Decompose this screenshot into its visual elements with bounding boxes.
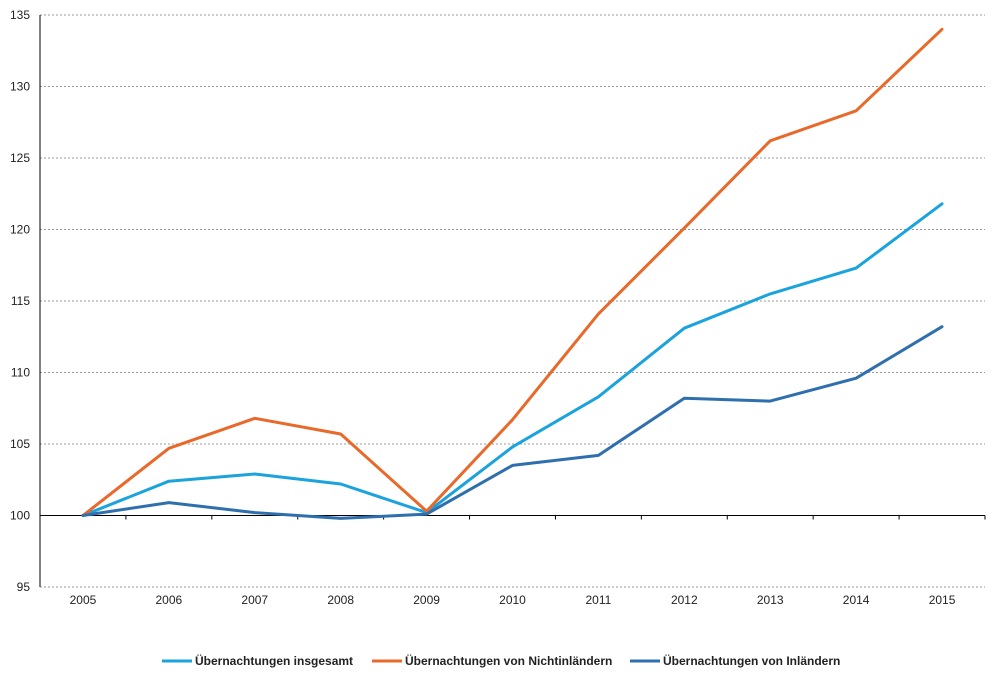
x-tick-label: 2005 [70,593,97,607]
legend: Übernachtungen insgesamt Übernachtungen v… [162,653,840,668]
x-tick-label: 2010 [499,593,526,607]
x-tick-label: 2013 [757,593,784,607]
x-tick-label: 2008 [327,593,354,607]
y-axis-ticks: 95 100 105 110 115 120 125 130 135 [10,8,30,594]
y-tick-label: 130 [10,80,30,94]
series-lines [81,27,944,520]
y-tick-label: 110 [11,366,30,380]
x-tick-label: 2007 [241,593,268,607]
series-line-2 [81,27,944,517]
x-axis-ticks: 2005 2006 2007 2008 2009 2010 2011 2012 2013 2014… [70,593,956,607]
y-tick-label: 105 [10,437,30,451]
series-line-3 [81,325,944,520]
axes [39,15,986,587]
series-line-1 [81,202,944,517]
legend-label-3: Übernachtungen von Inländern [663,653,840,668]
x-tick-label: 2012 [671,593,698,607]
legend-label-2: Übernachtungen von Nichtinländern [405,653,612,668]
gridlines [40,14,985,588]
x-tick-label: 2015 [929,593,956,607]
y-tick-label: 125 [10,151,30,165]
x-tick-label: 2014 [843,593,870,607]
y-tick-label: 115 [11,294,30,308]
x-tick-label: 2011 [586,593,612,607]
y-tick-label: 95 [17,580,31,594]
y-tick-label: 100 [10,509,30,523]
y-tick-label: 135 [10,8,30,22]
y-tick-label: 120 [10,223,30,237]
legend-label-1: Übernachtungen insgesamt [195,653,353,668]
x-tick-label: 2009 [413,593,440,607]
x-tick-label: 2006 [156,593,183,607]
